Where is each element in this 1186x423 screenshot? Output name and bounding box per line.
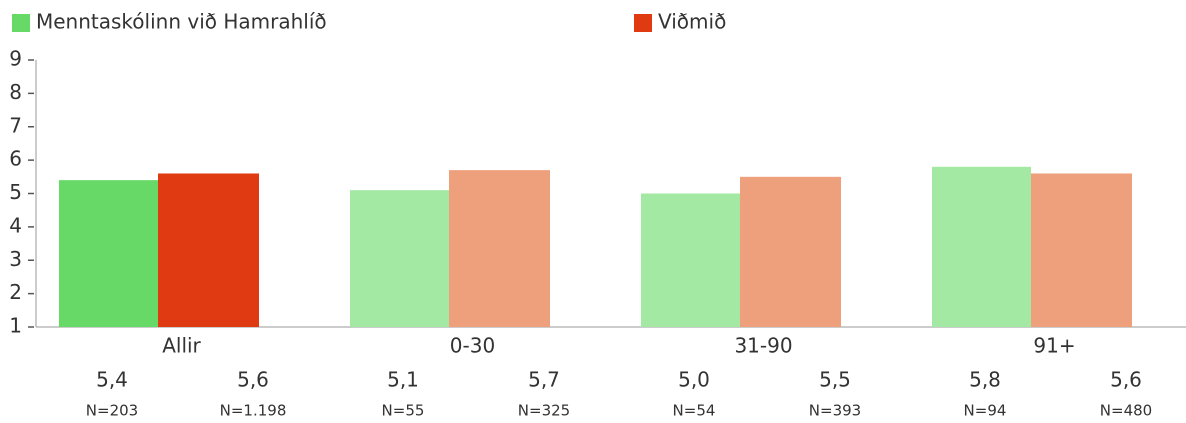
n-label: N=480 bbox=[1100, 402, 1152, 420]
value-label: 5,7 bbox=[528, 368, 560, 392]
value-label: 5,1 bbox=[387, 368, 419, 392]
y-tick-label: 4 bbox=[9, 213, 22, 237]
value-label: 5,0 bbox=[678, 368, 710, 392]
bar bbox=[641, 193, 740, 327]
n-label: N=94 bbox=[964, 402, 1007, 420]
y-tick-label: 9 bbox=[9, 47, 22, 71]
value-label: 5,6 bbox=[237, 368, 269, 392]
bar bbox=[59, 180, 158, 327]
y-tick-label: 1 bbox=[9, 314, 22, 338]
y-tick-label: 2 bbox=[9, 280, 22, 304]
y-tick-label: 6 bbox=[9, 147, 22, 171]
value-label: 5,6 bbox=[1110, 368, 1142, 392]
n-label: N=54 bbox=[673, 402, 716, 420]
n-label: N=393 bbox=[809, 402, 861, 420]
y-tick-label: 7 bbox=[9, 113, 22, 137]
value-label: 5,8 bbox=[969, 368, 1001, 392]
y-tick-label: 8 bbox=[9, 80, 22, 104]
value-label: 5,5 bbox=[819, 368, 851, 392]
x-tick-label: 0-30 bbox=[450, 334, 495, 358]
legend-swatch bbox=[12, 14, 30, 32]
bar bbox=[350, 190, 449, 327]
n-label: N=325 bbox=[518, 402, 570, 420]
bar bbox=[740, 176, 841, 327]
bar bbox=[1031, 173, 1132, 327]
bar bbox=[449, 170, 550, 327]
x-tick-label: 31-90 bbox=[734, 334, 792, 358]
x-tick-label: 91+ bbox=[1033, 334, 1075, 358]
n-label: N=203 bbox=[86, 402, 138, 420]
legend-label: Menntaskólinn við Hamrahlíð bbox=[36, 10, 327, 34]
x-tick-label: Allir bbox=[162, 334, 201, 358]
y-tick-label: 5 bbox=[9, 180, 22, 204]
n-label: N=1.198 bbox=[220, 402, 287, 420]
legend-label: Viðmið bbox=[658, 10, 726, 34]
bar bbox=[158, 173, 259, 327]
n-label: N=55 bbox=[382, 402, 425, 420]
legend-swatch bbox=[634, 14, 652, 32]
value-label: 5,4 bbox=[96, 368, 128, 392]
y-tick-label: 3 bbox=[9, 247, 22, 271]
bar bbox=[932, 166, 1031, 327]
